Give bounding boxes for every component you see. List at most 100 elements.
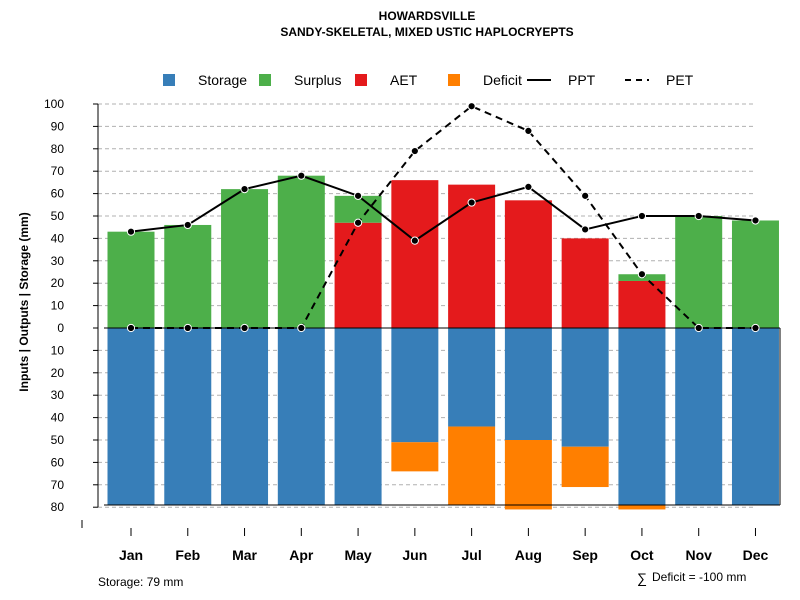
legend-label-storage: Storage <box>198 72 247 88</box>
x-tick-label: Oct <box>630 547 654 563</box>
pet-point <box>694 323 703 333</box>
x-tick-label: Sep <box>572 547 598 563</box>
pet-point <box>410 146 419 156</box>
y-tick-label: 100 <box>44 97 64 111</box>
x-tick-label: Aug <box>515 547 542 563</box>
y-axis-label: Inputs | Outputs | Storage (mm) <box>17 212 31 391</box>
pet-point <box>297 323 306 333</box>
pet-point <box>353 218 363 227</box>
x-tick-label: Jul <box>462 547 482 563</box>
bar-aet <box>618 280 666 328</box>
bar-storage <box>221 328 269 505</box>
ppt-point <box>240 185 249 194</box>
legend-swatch-aet <box>355 74 367 86</box>
bar-surplus <box>107 231 155 328</box>
bar-aet <box>504 200 552 328</box>
deficit-note: Deficit = -100 mm <box>652 570 746 584</box>
y-tick-label: 10 <box>51 343 65 357</box>
series-lines <box>126 102 760 333</box>
bar-storage <box>277 328 325 505</box>
y-tick-label: 50 <box>51 433 65 447</box>
deficit-sigma-symbol: ∑ <box>637 570 647 586</box>
bar-aet <box>561 238 609 328</box>
bar-storage <box>164 328 212 505</box>
y-tick-label: 70 <box>51 478 65 492</box>
bar-aet <box>391 180 439 328</box>
pet-line <box>131 105 756 329</box>
legend-label-pet: PET <box>666 72 694 88</box>
legend-swatch-surplus <box>259 74 271 86</box>
legend-swatch-deficit <box>448 74 460 86</box>
y-tick-label: 40 <box>51 231 65 245</box>
x-tick-label: Dec <box>743 547 769 563</box>
y-tick-label: 70 <box>51 164 65 178</box>
legend-label-aet: AET <box>390 72 418 88</box>
bar-aet <box>334 222 382 328</box>
pet-point <box>183 323 192 333</box>
x-tick-label: Apr <box>289 547 314 563</box>
bar-storage <box>618 328 666 505</box>
ppt-point <box>126 227 136 236</box>
pet-point <box>240 323 249 333</box>
y-tick-label: 20 <box>51 366 65 380</box>
x-tick-label: Mar <box>232 547 257 563</box>
y-tick-label: 20 <box>51 276 65 290</box>
y-tick-label: 50 <box>51 209 65 223</box>
pet-point <box>637 270 647 279</box>
ppt-point <box>467 198 476 207</box>
bar-storage <box>675 328 723 505</box>
ppt-point <box>524 182 533 191</box>
bar-aet <box>448 184 496 328</box>
ppt-point <box>410 236 419 245</box>
y-tick-label: 30 <box>51 254 65 268</box>
bar-surplus <box>675 216 723 328</box>
y-tick-label: 90 <box>51 119 65 133</box>
bar-surplus <box>731 220 779 328</box>
ppt-point <box>637 211 647 221</box>
bar-surplus <box>221 189 269 328</box>
x-tick-label: May <box>344 547 371 563</box>
pet-point <box>467 102 476 111</box>
bar-deficit <box>618 504 666 510</box>
y-tick-label: 40 <box>51 411 65 425</box>
ppt-line <box>130 174 756 242</box>
y-tick-label: 30 <box>51 388 65 402</box>
chart-title: HOWARDSVILLE <box>379 9 476 23</box>
legend-label-surplus: Surplus <box>294 72 341 88</box>
bar-deficit <box>561 446 609 488</box>
bar-deficit <box>448 426 496 505</box>
legend-swatch-storage <box>163 74 175 86</box>
bar-storage <box>731 328 779 505</box>
x-tick-label: Feb <box>175 547 200 563</box>
y-tick-label: 0 <box>57 321 64 335</box>
y-tick-label: 60 <box>51 187 65 201</box>
legend-label-deficit: Deficit <box>483 72 522 88</box>
ppt-point <box>183 220 192 230</box>
ppt-point <box>694 211 703 221</box>
y-tick-label: 60 <box>51 455 65 469</box>
legend: Storage Surplus AET Deficit PPT PET <box>163 72 694 88</box>
ppt-point <box>581 225 590 234</box>
axes: 0 10 20 30 40 50 60 70 80 90 100 10 20 30 40 50 60 70 80 Ja… <box>44 97 781 563</box>
pet-point <box>581 191 590 200</box>
x-tick-label: Jun <box>402 547 427 563</box>
y-tick-label: 80 <box>51 500 65 514</box>
bar-storage <box>391 328 439 443</box>
storage-note: Storage: 79 mm <box>98 575 183 589</box>
pet-point <box>751 323 760 333</box>
bar-storage <box>504 328 552 440</box>
bar-deficit <box>391 442 439 472</box>
bar-storage <box>448 328 496 427</box>
chart-subtitle: SANDY-SKELETAL, MIXED USTIC HAPLOCRYEPTS <box>280 25 573 39</box>
y-tick-label: 80 <box>51 142 65 156</box>
ppt-point <box>297 171 306 180</box>
x-tick-label: Nov <box>685 547 712 563</box>
ppt-point <box>751 216 760 225</box>
bar-storage <box>107 328 155 505</box>
bar-storage <box>561 328 609 447</box>
legend-label-ppt: PPT <box>568 72 596 88</box>
x-tick-label: Jan <box>119 547 143 563</box>
bar-storage <box>334 328 382 505</box>
ppt-point <box>353 191 363 200</box>
